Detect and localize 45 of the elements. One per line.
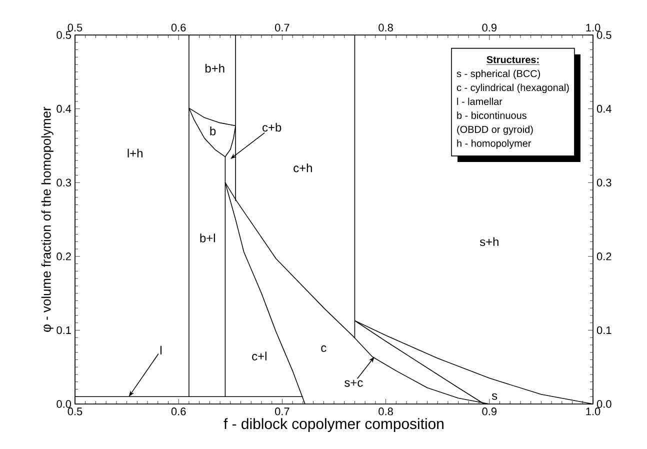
- x-tick-label: 0.9: [482, 24, 496, 32]
- annotation: b+l: [200, 234, 215, 242]
- x2-tick-label: 1.0: [586, 408, 600, 416]
- annotation: s - spherical (BCC): [456, 70, 540, 80]
- x2-tick-label: 0.9: [482, 408, 496, 416]
- y-tick-label: 0.1: [56, 326, 71, 334]
- y2-tick-label: 0.0: [596, 400, 612, 408]
- y2-tick-label: 0.3: [596, 178, 612, 186]
- y-tick-label: 0.2: [56, 252, 71, 260]
- x-tick-label: 1.0: [586, 24, 600, 32]
- x-tick-label: 0.6: [171, 24, 186, 32]
- y-tick-label: 0.4: [56, 104, 72, 113]
- annotation: l+h: [128, 148, 142, 158]
- annotation: c+b: [262, 122, 282, 132]
- x-tick-label: 0.5: [68, 24, 82, 32]
- y-tick-label: 0.3: [56, 178, 71, 186]
- x2-tick-label: 0.7: [275, 408, 290, 416]
- y2-tick-label: 0.1: [596, 326, 612, 334]
- annotation: b+h: [205, 64, 224, 73]
- annotation: c - cylindrical (hexagonal): [456, 84, 569, 94]
- annotation: Structures:: [486, 56, 539, 64]
- x2-tick-label: 0.8: [378, 408, 393, 416]
- annotation: c+h: [294, 163, 312, 172]
- annotation: b - bicontinuous: [457, 112, 526, 119]
- x-axis-title: f - diblock copolymer composition: [224, 418, 444, 432]
- x2-tick-label: 0.6: [171, 408, 186, 416]
- annotation: s+h: [480, 237, 498, 246]
- x-tick-label: 0.7: [275, 24, 290, 32]
- y-tick-label: 0.0: [56, 400, 72, 408]
- y2-tick-label: 0.4: [596, 104, 612, 113]
- y2-tick-label: 0.5: [596, 31, 612, 39]
- annotation: b: [210, 126, 216, 136]
- y-axis-title: φ - volume fraction of the homopolymer: [41, 106, 54, 332]
- annotation: s+c: [344, 380, 363, 387]
- annotation: l - lamellar: [457, 98, 502, 106]
- annotation: (OBDD or gyroid): [457, 126, 533, 135]
- y-tick-label: 0.5: [56, 31, 72, 39]
- annotation: s: [492, 393, 498, 400]
- annotation: h - homopolymer: [457, 140, 532, 149]
- y2-tick-label: 0.2: [596, 252, 612, 260]
- x2-tick-label: 0.5: [68, 408, 82, 416]
- annotation: c: [321, 345, 326, 352]
- x-tick-label: 0.8: [378, 24, 393, 32]
- annotation: l: [160, 346, 162, 354]
- annotation: c+l: [252, 352, 266, 360]
